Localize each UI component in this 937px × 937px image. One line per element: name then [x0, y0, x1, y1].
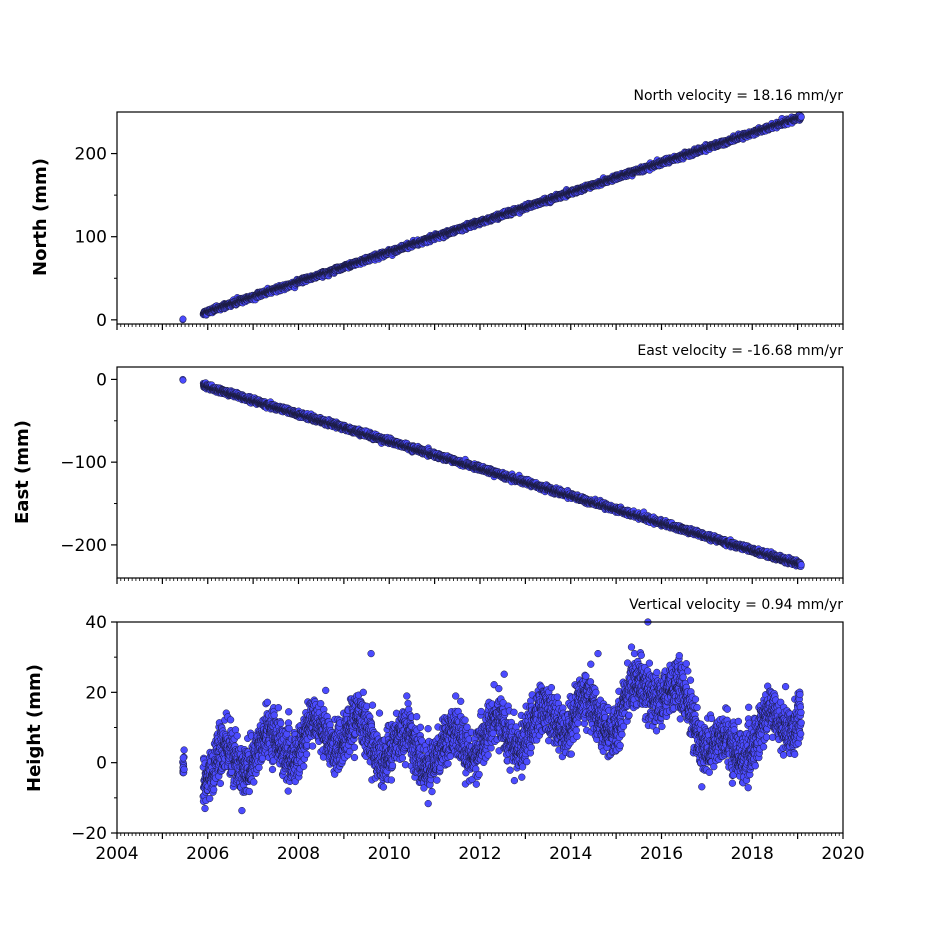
data-point — [179, 315, 187, 323]
east-panel: East velocity = -16.68 mm/yr East (mm) 0… — [12, 343, 844, 584]
north-panel: North velocity = 18.16 mm/yr North (mm) … — [30, 88, 844, 331]
north-ylabel: North (mm) — [30, 158, 51, 276]
east-velocity-label: East velocity = -16.68 mm/yr — [637, 343, 843, 359]
north-points — [179, 111, 805, 324]
data-point — [797, 113, 805, 121]
data-point — [179, 376, 187, 384]
north-xticks — [116, 324, 844, 330]
east-ylabel: East (mm) — [12, 420, 33, 524]
y-tick-label: 100 — [75, 228, 107, 248]
y-tick-label: 0 — [96, 311, 107, 331]
east-points — [179, 375, 805, 570]
y-tick-label: 200 — [75, 145, 107, 165]
north-velocity-label: North velocity = 18.16 mm/yr — [633, 88, 843, 104]
north-yticks: 0 100 200 — [75, 145, 117, 331]
